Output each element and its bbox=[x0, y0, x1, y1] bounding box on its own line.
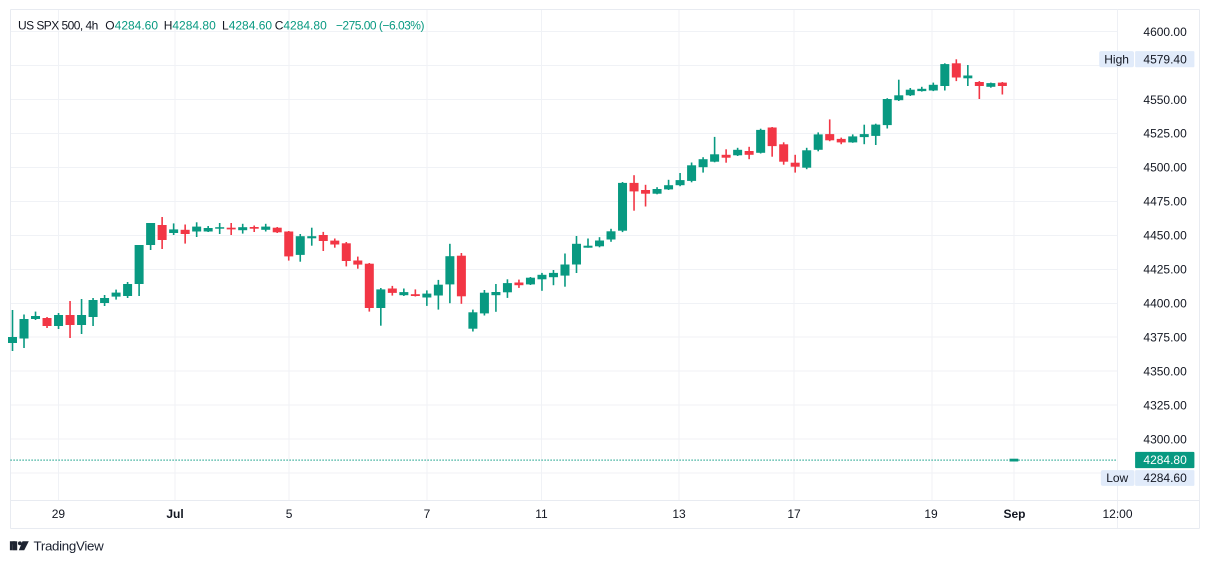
svg-text:4550.00: 4550.00 bbox=[1143, 93, 1187, 107]
svg-text:4475.00: 4475.00 bbox=[1143, 195, 1187, 209]
svg-text:12:00: 12:00 bbox=[1102, 507, 1132, 521]
svg-text:4284.80: 4284.80 bbox=[1143, 453, 1187, 467]
svg-text:4450.00: 4450.00 bbox=[1143, 229, 1187, 243]
svg-text:4525.00: 4525.00 bbox=[1143, 127, 1187, 141]
svg-text:4500.00: 4500.00 bbox=[1143, 161, 1187, 175]
svg-text:Low: Low bbox=[1106, 471, 1128, 485]
svg-text:4284.60: 4284.60 bbox=[1143, 471, 1187, 485]
svg-text:29: 29 bbox=[52, 507, 66, 521]
svg-text:4400.00: 4400.00 bbox=[1143, 297, 1187, 311]
svg-text:17: 17 bbox=[787, 507, 801, 521]
svg-text:Jul: Jul bbox=[166, 507, 183, 521]
svg-text:11: 11 bbox=[535, 507, 548, 521]
svg-text:19: 19 bbox=[924, 507, 938, 521]
svg-text:High: High bbox=[1104, 52, 1129, 66]
svg-text:5: 5 bbox=[286, 507, 293, 521]
svg-text:4350.00: 4350.00 bbox=[1143, 364, 1187, 378]
svg-text:4579.40: 4579.40 bbox=[1143, 52, 1187, 66]
svg-text:TradingView: TradingView bbox=[34, 539, 105, 554]
svg-text:4325.00: 4325.00 bbox=[1143, 398, 1187, 412]
svg-text:Sep: Sep bbox=[1003, 507, 1025, 521]
svg-text:4600.00: 4600.00 bbox=[1143, 25, 1187, 39]
svg-text:4375.00: 4375.00 bbox=[1143, 330, 1187, 344]
svg-text:4425.00: 4425.00 bbox=[1143, 263, 1187, 277]
svg-text:4300.00: 4300.00 bbox=[1143, 432, 1187, 446]
svg-text:7: 7 bbox=[424, 507, 431, 521]
svg-text:13: 13 bbox=[672, 507, 686, 521]
